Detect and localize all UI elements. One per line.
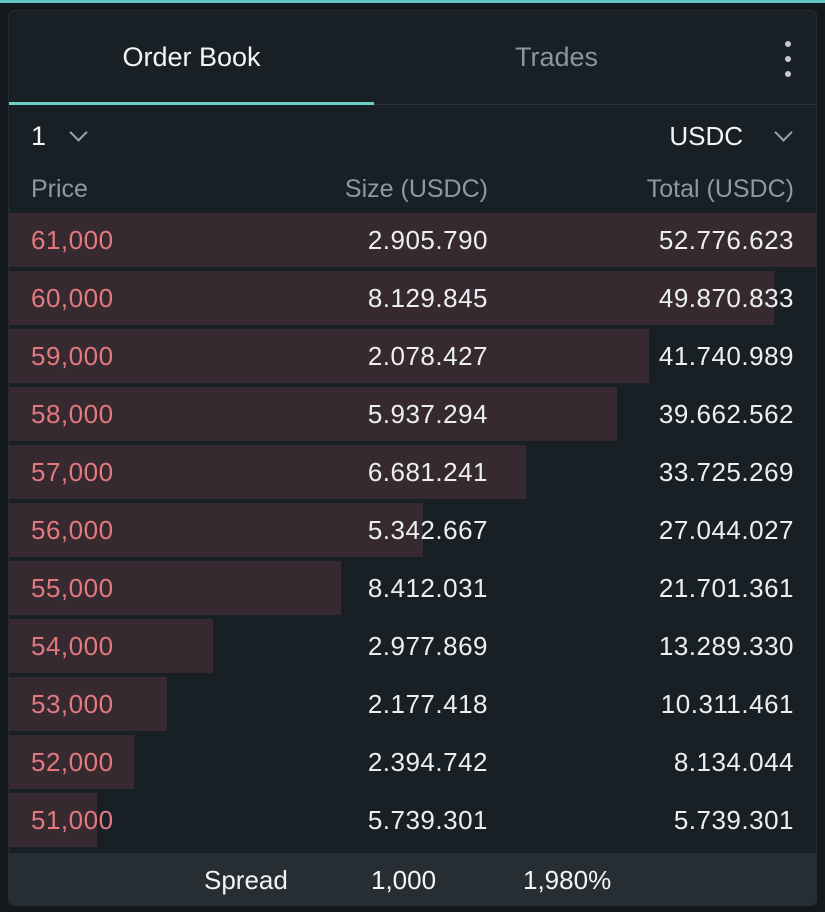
order-price: 54,000 bbox=[31, 631, 114, 661]
order-price: 61,000 bbox=[31, 225, 114, 255]
more-vertical-icon bbox=[785, 71, 791, 77]
order-size: 5.937.294 bbox=[367, 399, 488, 429]
order-total: 5.739.301 bbox=[673, 805, 794, 835]
order-row[interactable]: 54,000 2.977.869 13.289.330 bbox=[9, 619, 816, 673]
currency-select[interactable]: USDC bbox=[669, 119, 793, 153]
order-row[interactable]: 59,000 2.078.427 41.740.989 bbox=[9, 329, 816, 383]
order-size: 8.412.031 bbox=[367, 573, 488, 603]
order-total: 52.776.623 bbox=[658, 225, 794, 255]
column-header: Price Size (USDC) Total (USDC) bbox=[9, 171, 816, 211]
order-row[interactable]: 57,000 6.681.241 33.725.269 bbox=[9, 445, 816, 499]
order-row[interactable]: 60,000 8.129.845 49.870.833 bbox=[9, 271, 816, 325]
depth-bar bbox=[9, 445, 526, 499]
order-row[interactable]: 55,000 8.412.031 21.701.361 bbox=[9, 561, 816, 615]
order-row[interactable]: 58,000 5.937.294 39.662.562 bbox=[9, 387, 816, 441]
top-accent-bar bbox=[0, 0, 825, 3]
more-vertical-icon bbox=[785, 41, 791, 47]
depth-bar bbox=[9, 677, 167, 731]
more-options-button[interactable] bbox=[778, 41, 798, 77]
spread-percent: 1,980% bbox=[523, 865, 612, 895]
chevron-down-icon bbox=[774, 122, 793, 142]
tab-order-book[interactable]: Order Book bbox=[9, 11, 374, 104]
order-book-panel: Order Book Trades 1 USDC Price bbox=[8, 10, 817, 906]
order-size: 6.681.241 bbox=[367, 457, 488, 487]
order-price: 53,000 bbox=[31, 689, 114, 719]
order-price: 56,000 bbox=[31, 515, 114, 545]
tab-trades[interactable]: Trades bbox=[374, 11, 739, 104]
chevron-down-icon bbox=[69, 122, 88, 142]
order-price: 59,000 bbox=[31, 341, 114, 371]
header-size: Size (USDC) bbox=[344, 175, 488, 203]
depth-bar bbox=[9, 329, 649, 383]
more-vertical-icon bbox=[785, 56, 791, 62]
order-total: 13.289.330 bbox=[658, 631, 794, 661]
header-price: Price bbox=[31, 175, 88, 203]
tab-trades-label: Trades bbox=[514, 42, 599, 72]
order-row[interactable]: 52,000 2.394.742 8.134.044 bbox=[9, 735, 816, 789]
order-row[interactable]: 61,000 2.905.790 52.776.623 bbox=[9, 213, 816, 267]
order-total: 8.134.044 bbox=[673, 747, 794, 777]
spread-row: Spread 1,000 1,980% bbox=[9, 853, 816, 905]
depth-bar bbox=[9, 793, 97, 847]
depth-bar bbox=[9, 561, 341, 615]
depth-bar bbox=[9, 271, 774, 325]
tab-order-book-label: Order Book bbox=[122, 42, 261, 72]
order-total: 39.662.562 bbox=[658, 399, 794, 429]
order-price: 55,000 bbox=[31, 573, 114, 603]
order-size: 8.129.845 bbox=[367, 283, 488, 313]
spread-label: Spread bbox=[204, 865, 288, 895]
order-size: 2.078.427 bbox=[367, 341, 488, 371]
order-price: 52,000 bbox=[31, 747, 114, 777]
order-size: 2.905.790 bbox=[367, 225, 488, 255]
order-total: 33.725.269 bbox=[658, 457, 794, 487]
order-size: 2.394.742 bbox=[367, 747, 488, 777]
depth-bar bbox=[9, 503, 423, 557]
price-grouping-select[interactable]: 1 bbox=[31, 119, 88, 153]
order-total: 27.044.027 bbox=[658, 515, 794, 545]
order-price: 60,000 bbox=[31, 283, 114, 313]
order-total: 41.740.989 bbox=[658, 341, 794, 371]
order-price: 57,000 bbox=[31, 457, 114, 487]
depth-bar bbox=[9, 735, 134, 789]
order-size: 5.342.667 bbox=[367, 515, 488, 545]
order-total: 49.870.833 bbox=[658, 283, 794, 313]
spread-value: 1,000 bbox=[371, 865, 437, 895]
order-price: 58,000 bbox=[31, 399, 114, 429]
order-row[interactable]: 51,000 5.739.301 5.739.301 bbox=[9, 793, 816, 847]
order-size: 5.739.301 bbox=[367, 805, 488, 835]
order-row[interactable]: 56,000 5.342.667 27.044.027 bbox=[9, 503, 816, 557]
order-total: 21.701.361 bbox=[658, 573, 794, 603]
order-size: 2.977.869 bbox=[367, 631, 488, 661]
currency-value: USDC bbox=[669, 120, 743, 151]
active-tab-indicator bbox=[9, 102, 374, 105]
depth-bar bbox=[9, 619, 213, 673]
header-total: Total (USDC) bbox=[646, 175, 794, 203]
order-size: 2.177.418 bbox=[367, 689, 488, 719]
tab-bar: Order Book Trades bbox=[9, 11, 816, 105]
controls-row: 1 USDC bbox=[9, 105, 816, 171]
order-total: 10.311.461 bbox=[660, 689, 794, 719]
price-grouping-value: 1 bbox=[31, 120, 47, 151]
depth-bar bbox=[9, 213, 816, 267]
order-row[interactable]: 53,000 2.177.418 10.311.461 bbox=[9, 677, 816, 731]
depth-bar bbox=[9, 387, 617, 441]
order-price: 51,000 bbox=[31, 805, 114, 835]
